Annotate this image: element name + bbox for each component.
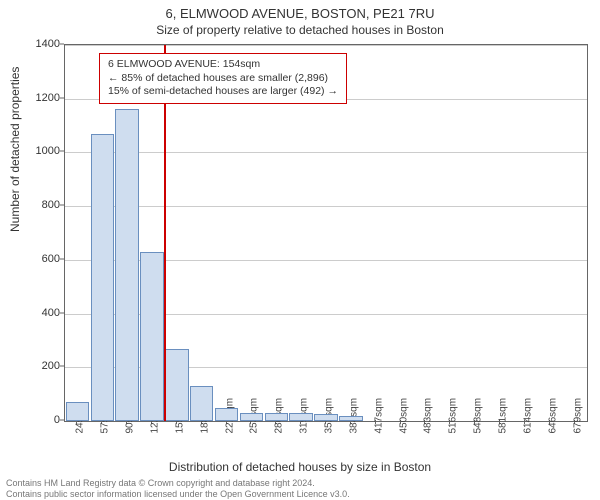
histogram-bar: [289, 413, 312, 421]
footer-copyright-1: Contains HM Land Registry data © Crown c…: [6, 478, 315, 488]
y-tick-mark: [60, 205, 64, 206]
gridline: [65, 45, 587, 46]
x-axis-label: Distribution of detached houses by size …: [0, 460, 600, 474]
histogram-bar: [215, 408, 238, 421]
y-tick-label: 600: [26, 253, 60, 265]
y-tick-label: 0: [26, 414, 60, 426]
info-line-1: 6 ELMWOOD AVENUE: 154sqm: [108, 58, 338, 72]
y-tick-label: 1200: [26, 92, 60, 104]
chart-subtitle: Size of property relative to detached ho…: [0, 21, 600, 41]
histogram-bar: [265, 413, 288, 421]
histogram-bar: [66, 402, 89, 421]
y-tick-label: 1000: [26, 145, 60, 157]
info-line-3: 15% of semi-detached houses are larger (…: [108, 85, 338, 99]
y-tick-label: 200: [26, 360, 60, 372]
histogram-bar: [115, 109, 138, 421]
histogram-bar: [165, 349, 188, 422]
footer-copyright-2: Contains public sector information licen…: [6, 489, 350, 499]
chart-container: 6, ELMWOOD AVENUE, BOSTON, PE21 7RU Size…: [0, 0, 600, 500]
histogram-bar: [91, 134, 114, 421]
info-box: 6 ELMWOOD AVENUE: 154sqm ← 85% of detach…: [99, 53, 347, 104]
info-line-2: ← 85% of detached houses are smaller (2,…: [108, 72, 338, 86]
y-tick-label: 1400: [26, 38, 60, 50]
y-tick-mark: [60, 151, 64, 152]
chart-title: 6, ELMWOOD AVENUE, BOSTON, PE21 7RU: [0, 0, 600, 21]
histogram-bar: [240, 413, 263, 421]
histogram-bar: [339, 416, 362, 421]
gridline: [65, 152, 587, 153]
gridline: [65, 206, 587, 207]
y-tick-label: 800: [26, 199, 60, 211]
histogram-bar: [140, 252, 163, 421]
plot-area: 6 ELMWOOD AVENUE: 154sqm ← 85% of detach…: [64, 44, 588, 422]
y-tick-mark: [60, 258, 64, 259]
y-tick-mark: [60, 366, 64, 367]
y-tick-mark: [60, 312, 64, 313]
y-tick-label: 400: [26, 307, 60, 319]
histogram-bar: [190, 386, 213, 421]
y-tick-mark: [60, 97, 64, 98]
y-axis-label: Number of detached properties: [8, 67, 22, 232]
histogram-bar: [314, 414, 337, 421]
y-tick-mark: [60, 420, 64, 421]
y-tick-mark: [60, 44, 64, 45]
